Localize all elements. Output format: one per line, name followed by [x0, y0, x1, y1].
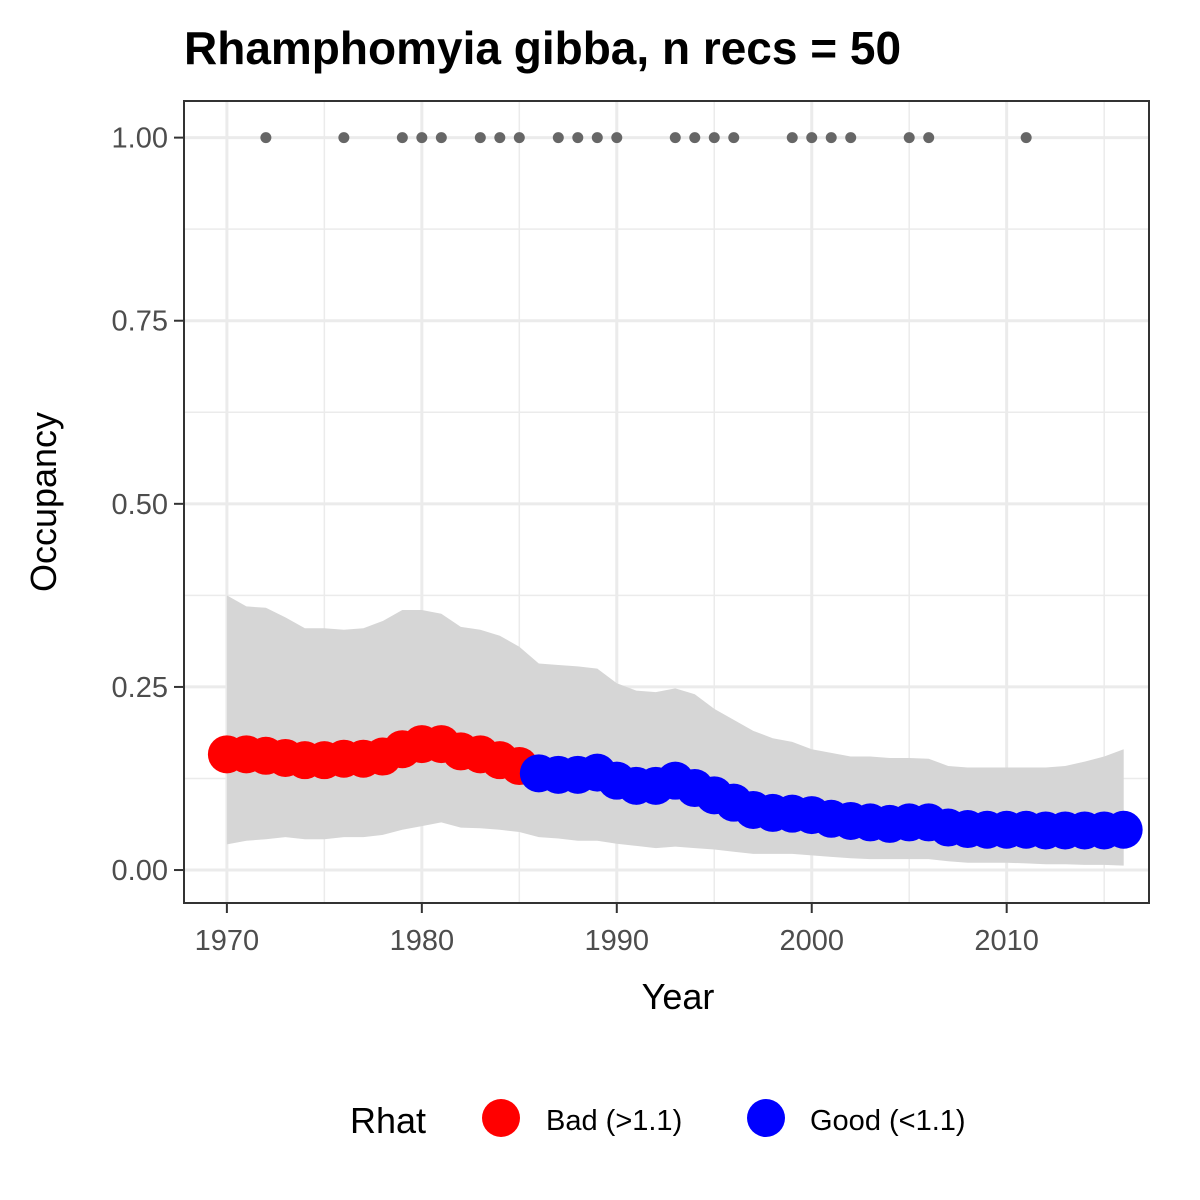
record-point: [396, 132, 408, 144]
chart-title: Rhamphomyia gibba, n recs = 50: [184, 22, 901, 74]
record-points: [260, 132, 1032, 144]
x-axis: 1970 1980 1990 2000 2010: [195, 903, 1039, 957]
record-point: [611, 132, 623, 144]
record-point: [903, 132, 915, 144]
y-tick-label: 1.00: [112, 123, 168, 155]
confidence-ribbon: [226, 595, 1124, 866]
y-tick-label: 0.25: [112, 672, 168, 704]
record-point: [260, 132, 272, 144]
record-point: [591, 132, 603, 144]
record-point: [825, 132, 837, 144]
record-point: [923, 132, 935, 144]
record-point: [728, 132, 740, 144]
x-tick-label: 1980: [390, 925, 455, 957]
legend-label-bad: Bad (>1.1): [546, 1105, 682, 1137]
occupancy-point-good: [1104, 810, 1143, 849]
record-point: [845, 132, 857, 144]
y-axis: 0.00 0.25 0.50 0.75 1.00: [112, 123, 184, 887]
x-tick-label: 1970: [195, 925, 260, 957]
record-point: [669, 132, 681, 144]
x-tick-label: 2000: [779, 925, 844, 957]
record-point: [435, 132, 447, 144]
legend-key-good: [747, 1099, 785, 1137]
y-axis-title: Occupancy: [23, 412, 64, 592]
legend: Rhat Bad (>1.1) Good (<1.1): [350, 1099, 966, 1141]
record-point: [1020, 132, 1032, 144]
record-point: [689, 132, 701, 144]
legend-title: Rhat: [350, 1100, 426, 1141]
legend-key-bad: [482, 1099, 520, 1137]
record-point: [338, 132, 350, 144]
panel-border: [183, 100, 1150, 904]
occupancy-points: [207, 725, 1143, 850]
record-point: [572, 132, 584, 144]
record-point: [708, 132, 720, 144]
record-point: [552, 132, 564, 144]
record-point: [474, 132, 486, 144]
y-tick-label: 0.00: [112, 855, 168, 887]
record-point: [416, 132, 428, 144]
record-point: [786, 132, 798, 144]
record-point: [494, 132, 506, 144]
record-point: [806, 132, 818, 144]
record-point: [513, 132, 525, 144]
y-tick-label: 0.50: [112, 489, 168, 521]
legend-label-good: Good (<1.1): [810, 1105, 966, 1137]
y-tick-label: 0.75: [112, 306, 168, 338]
x-tick-label: 2010: [974, 925, 1039, 957]
x-tick-label: 1990: [585, 925, 650, 957]
x-axis-title: Year: [642, 976, 715, 1017]
